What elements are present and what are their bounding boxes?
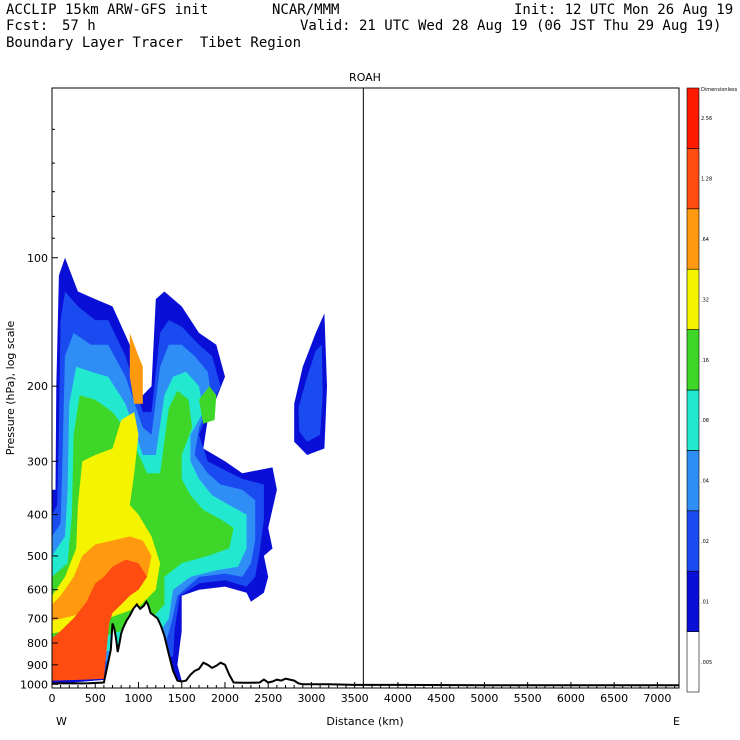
x-tick-label: 1000 bbox=[124, 692, 152, 705]
colorbar-label: 1.28 bbox=[701, 177, 712, 183]
colorbar-segment bbox=[686, 148, 700, 210]
x-axis: 0 500 1000 1500 2000 2500 3000 3500 4000 4500 5000… bbox=[49, 682, 676, 705]
x-tick-label: 3000 bbox=[297, 692, 325, 705]
colorbar-label: .16 bbox=[701, 358, 709, 364]
x-tick-label: 6500 bbox=[600, 692, 628, 705]
x-tick-label: 4500 bbox=[427, 692, 455, 705]
product-title: Boundary Layer Tracer Tibet Region bbox=[6, 35, 302, 51]
tracer-fill-layer bbox=[52, 257, 327, 685]
colorbar: .005 .01 .02 .04 .08 .16 .32 .64 1.28 2.56 Dimensi… bbox=[686, 87, 738, 693]
colorbar-label: .32 bbox=[701, 297, 709, 303]
colorbar-segment bbox=[686, 208, 700, 270]
forecast-hour: 57 h bbox=[62, 18, 96, 34]
x-tick-label: 2500 bbox=[254, 692, 282, 705]
x-tick-label: 0 bbox=[49, 692, 56, 705]
tracer-region-10 bbox=[199, 386, 217, 424]
terrain-line bbox=[52, 599, 679, 687]
colorbar-segment bbox=[686, 450, 700, 512]
colorbar-label: .04 bbox=[701, 479, 709, 485]
colorbar-segment bbox=[686, 268, 700, 330]
y-tick-label: 900 bbox=[27, 659, 48, 672]
colorbar-segment bbox=[686, 389, 700, 451]
x-tick-label: 2000 bbox=[211, 692, 239, 705]
x-tick-label: 4000 bbox=[384, 692, 412, 705]
x-tick-label: 5500 bbox=[514, 692, 542, 705]
colorbar-segment bbox=[686, 510, 700, 572]
east-label: E bbox=[673, 715, 680, 728]
colorbar-label: .08 bbox=[701, 418, 709, 424]
colorbar-label: .005 bbox=[701, 660, 712, 666]
tracer-region-11 bbox=[129, 332, 143, 404]
y-tick-label: 300 bbox=[27, 455, 48, 468]
colorbar-segment bbox=[686, 631, 700, 693]
y-tick-label: 100 bbox=[27, 252, 48, 265]
plot-frame bbox=[51, 87, 680, 689]
x-axis-label: Distance (km) bbox=[326, 715, 403, 728]
colorbar-segment bbox=[686, 329, 700, 391]
chart-title: ROAH bbox=[349, 71, 381, 84]
model-title: ACCLIP 15km ARW-GFS init bbox=[6, 2, 209, 18]
terrain-mask bbox=[52, 601, 679, 688]
tracer-region-9 bbox=[298, 344, 323, 442]
colorbar-label: 2.56 bbox=[701, 116, 712, 122]
y-tick-label: 200 bbox=[27, 380, 48, 393]
x-tick-label: 500 bbox=[85, 692, 106, 705]
valid-time: Valid: 21 UTC Wed 28 Aug 19 (06 JST Thu … bbox=[300, 18, 722, 34]
y-axis: 100 200 300 400 500 600 700 800 900 1000 bbox=[20, 128, 58, 691]
forecast-label: Fcst: bbox=[6, 18, 49, 34]
organization-label: NCAR/MMM bbox=[272, 2, 340, 18]
y-tick-label: 1000 bbox=[20, 678, 48, 691]
y-tick-label: 800 bbox=[27, 637, 48, 650]
colorbar-label: .64 bbox=[701, 237, 709, 243]
init-time: Init: 12 UTC Mon 26 Aug 19 bbox=[514, 2, 734, 18]
y-tick-label: 600 bbox=[27, 584, 48, 597]
y-tick-label: 400 bbox=[27, 509, 48, 522]
colorbar-label: .02 bbox=[701, 539, 709, 545]
y-axis-label: Pressure (hPa), log scale bbox=[4, 321, 17, 456]
west-label: W bbox=[56, 715, 67, 728]
y-tick-label: 500 bbox=[27, 550, 48, 563]
colorbar-segment bbox=[686, 570, 700, 632]
x-tick-label: 6000 bbox=[557, 692, 585, 705]
x-tick-label: 7000 bbox=[643, 692, 671, 705]
y-tick-label: 700 bbox=[27, 612, 48, 625]
tracer-region-7 bbox=[52, 559, 148, 681]
x-tick-label: 5000 bbox=[470, 692, 498, 705]
colorbar-segment bbox=[686, 87, 700, 149]
colorbar-label: Dimensionless bbox=[701, 87, 738, 93]
terrain-line-layer bbox=[52, 599, 679, 688]
colorbar-label: .01 bbox=[701, 599, 709, 605]
x-tick-label: 3500 bbox=[341, 692, 369, 705]
x-tick-label: 1500 bbox=[168, 692, 196, 705]
